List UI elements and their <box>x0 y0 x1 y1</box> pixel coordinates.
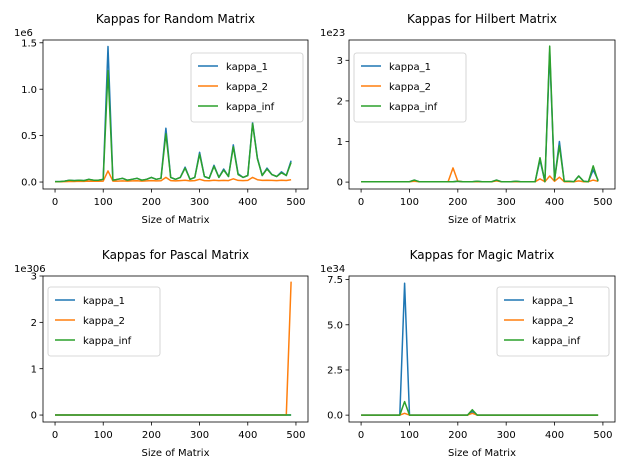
x-tick-label: 500 <box>593 430 612 441</box>
legend-label-kappa_2: kappa_2 <box>226 82 268 93</box>
x-axis-label: Size of Matrix <box>448 215 516 226</box>
x-tick-label: 200 <box>448 197 467 208</box>
chart-title: Kappas for Hilbert Matrix <box>407 12 557 26</box>
x-tick-label: 200 <box>448 430 467 441</box>
x-tick-label: 0 <box>52 197 58 208</box>
legend-label-kappa_1: kappa_1 <box>532 296 574 307</box>
axes-frame <box>42 275 309 423</box>
legend-box <box>496 286 610 357</box>
legend: kappa_1 kappa_2 kappa_inf <box>47 286 161 357</box>
axes-frame <box>348 275 616 423</box>
subplot-2: 0 100 200 300 400 500 0 1 2 3 1e23 Kappas for Hilbe… <box>320 12 616 226</box>
chart-title: Kappas for Pascal Matrix <box>102 248 249 262</box>
y-tick-label: 3 <box>31 272 37 283</box>
x-tick-label: 100 <box>94 430 113 441</box>
x-tick-label: 200 <box>142 197 161 208</box>
x-tick-label: 500 <box>286 197 305 208</box>
x-tick-label: 0 <box>358 197 364 208</box>
x-tick-label: 100 <box>400 197 419 208</box>
legend: kappa_1 kappa_2 kappa_inf <box>190 52 304 123</box>
x-tick-label: 400 <box>545 430 564 441</box>
chart-title: Kappas for Magic Matrix <box>410 248 555 262</box>
legend-label-kappa_inf: kappa_inf <box>226 102 275 113</box>
y-tick-label: 0 <box>337 178 343 189</box>
y-tick-label: 0.0 <box>327 411 343 422</box>
y-tick-label: 1 <box>337 137 343 148</box>
legend-label-kappa_inf: kappa_inf <box>532 336 581 347</box>
legend-label-kappa_inf: kappa_inf <box>83 336 132 347</box>
legend-label-kappa_1: kappa_1 <box>389 62 431 73</box>
axes-frame <box>42 39 309 190</box>
y-offset-text: 1e34 <box>320 264 345 275</box>
legend-label-kappa_2: kappa_2 <box>389 82 431 93</box>
x-tick-label: 500 <box>286 430 305 441</box>
legend-label-kappa_1: kappa_1 <box>83 296 125 307</box>
x-tick-label: 300 <box>497 197 516 208</box>
y-tick-label: 1.0 <box>21 85 37 96</box>
legend-box <box>47 286 161 357</box>
legend-label-kappa_2: kappa_2 <box>532 316 574 327</box>
x-tick-label: 400 <box>238 197 257 208</box>
y-tick-label: 3 <box>337 56 343 67</box>
y-offset-text: 1e6 <box>14 28 33 39</box>
chart-title: Kappas for Random Matrix <box>96 12 255 26</box>
x-tick-label: 300 <box>497 430 516 441</box>
y-tick-label: 2.5 <box>327 366 343 377</box>
x-axis-label: Size of Matrix <box>141 215 209 226</box>
x-tick-label: 300 <box>190 197 209 208</box>
series-lines <box>55 281 292 416</box>
y-tick-label: 0.5 <box>21 131 37 142</box>
legend-label-kappa_2: kappa_2 <box>83 316 125 327</box>
series-line-kappa_inf <box>55 69 292 183</box>
x-axis-label: Size of Matrix <box>141 448 209 459</box>
y-tick-label: 7.5 <box>327 275 343 286</box>
series-lines <box>54 45 292 183</box>
x-tick-label: 400 <box>238 430 257 441</box>
x-tick-label: 0 <box>358 430 364 441</box>
x-tick-label: 400 <box>545 197 564 208</box>
y-offset-text: 1e306 <box>14 264 46 275</box>
legend-label-kappa_inf: kappa_inf <box>389 102 438 113</box>
x-tick-label: 100 <box>94 197 113 208</box>
legend: kappa_1 kappa_2 kappa_inf <box>353 52 467 123</box>
series-lines <box>361 45 599 183</box>
y-tick-label: 5.0 <box>327 320 343 331</box>
legend-label-kappa_1: kappa_1 <box>226 62 268 73</box>
legend: kappa_1 kappa_2 kappa_inf <box>496 286 610 357</box>
series-line-kappa_inf <box>361 45 599 183</box>
legend-box <box>190 52 304 123</box>
legend-box <box>353 52 467 123</box>
series-lines <box>361 282 599 416</box>
x-tick-label: 100 <box>400 430 419 441</box>
y-tick-label: 2 <box>337 96 343 107</box>
y-tick-label: 1.5 <box>21 38 37 49</box>
x-tick-label: 300 <box>190 430 209 441</box>
y-tick-label: 2 <box>31 318 37 329</box>
axes-frame <box>348 39 616 190</box>
x-tick-label: 0 <box>52 430 58 441</box>
x-axis-label: Size of Matrix <box>448 448 516 459</box>
series-line-kappa_2 <box>54 170 292 183</box>
x-tick-label: 200 <box>142 430 161 441</box>
y-offset-text: 1e23 <box>320 28 345 39</box>
x-tick-label: 500 <box>593 197 612 208</box>
y-tick-label: 0 <box>31 411 37 422</box>
series-line-kappa_inf <box>361 400 599 416</box>
y-tick-label: 1 <box>31 364 37 375</box>
y-tick-label: 0.0 <box>21 178 37 189</box>
